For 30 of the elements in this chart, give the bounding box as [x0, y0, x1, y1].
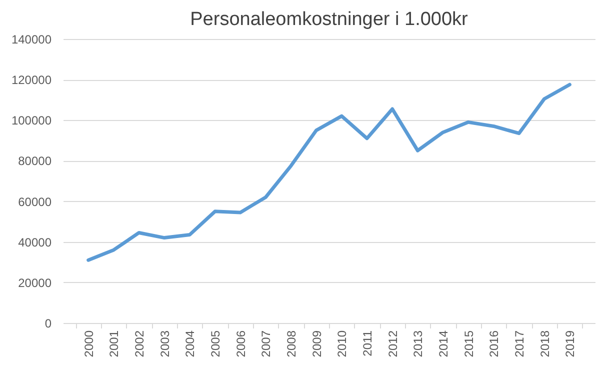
- y-tick-label: 140000: [11, 32, 52, 46]
- y-tick-label: 60000: [18, 194, 52, 209]
- y-tick-label: 40000: [18, 235, 52, 250]
- y-tick-label: 20000: [18, 276, 52, 290]
- y-tick-label: 0: [44, 316, 52, 330]
- y-tick-label: 80000: [18, 154, 52, 168]
- x-tick-label: 2002: [132, 330, 146, 358]
- x-tick-label: 2003: [158, 330, 172, 358]
- x-tick-label: 2011: [360, 330, 374, 356]
- x-tick-label: 2009: [310, 330, 324, 358]
- line-series: [86, 82, 572, 262]
- x-tick-label: 2018: [538, 330, 552, 358]
- x-tick-label: 2014: [436, 330, 450, 358]
- x-tick-label: 2000: [82, 330, 96, 358]
- x-tick-label: 2016: [487, 330, 502, 358]
- chart-title: Personaleomkostninger i 1.000kr: [190, 9, 469, 30]
- x-tick-label: 2001: [107, 330, 122, 358]
- x-tick-label: 2007: [259, 330, 274, 358]
- x-tick-label: 2008: [284, 330, 298, 358]
- x-tick-label: 2013: [411, 330, 426, 358]
- x-tick-label: 2019: [563, 330, 578, 358]
- x-tick-label: 2015: [462, 330, 476, 358]
- x-tick-label: 2006: [234, 330, 248, 358]
- x-tick-label: 2012: [386, 330, 400, 358]
- y-tick-label: 100000: [11, 114, 52, 128]
- x-tick-label: 2004: [183, 330, 198, 358]
- y-tick-label: 120000: [11, 73, 52, 88]
- x-tick-label: 2017: [512, 330, 526, 358]
- x-tick-label: 2005: [208, 330, 222, 358]
- x-tick-label: 2010: [335, 330, 350, 358]
